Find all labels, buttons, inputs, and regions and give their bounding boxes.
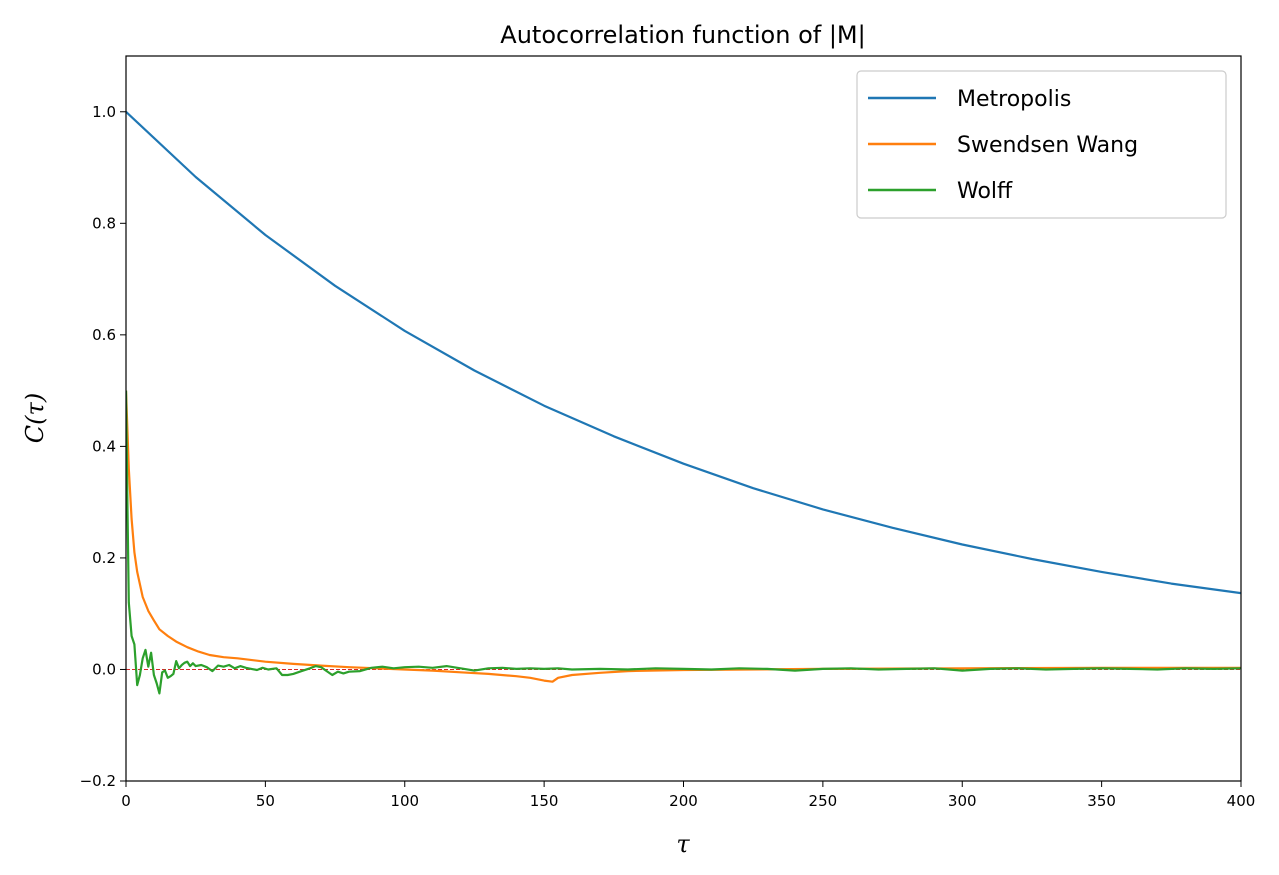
- series-line-swendsen-wang: [126, 390, 1241, 683]
- x-tick-label: 50: [256, 792, 275, 810]
- x-tick-label: 400: [1227, 792, 1256, 810]
- legend-label-metropolis: Metropolis: [957, 87, 1071, 112]
- y-tick-label: 0.0: [92, 660, 116, 678]
- y-tick-label: 1.0: [92, 103, 116, 121]
- x-tick-label: 300: [948, 792, 977, 810]
- legend-label-swendsen-wang: Swendsen Wang: [957, 133, 1138, 158]
- series-line-wolff: [126, 390, 1241, 695]
- y-tick-label: 0.8: [92, 214, 116, 232]
- y-tick-label: 0.2: [92, 549, 116, 567]
- legend-box: [856, 70, 1227, 219]
- chart-title: Autocorrelation function of |M|: [500, 21, 865, 49]
- x-axis-label: τ: [676, 830, 690, 858]
- x-tick-label: 250: [809, 792, 838, 810]
- y-tick-label: 0.4: [92, 437, 116, 455]
- series-line-metropolis: [126, 110, 1241, 595]
- y-tick-label: 0.6: [92, 326, 116, 344]
- plot-area: [126, 110, 1241, 695]
- x-tick-label: 0: [121, 792, 131, 810]
- legend-label-wolff: Wolff: [957, 179, 1013, 204]
- y-axis-label: C(τ): [21, 393, 49, 443]
- x-tick-label: 100: [390, 792, 419, 810]
- y-tick-label: −0.2: [80, 772, 116, 790]
- x-tick-label: 150: [530, 792, 559, 810]
- legend: Metropolis Swendsen Wang Wolff: [856, 70, 1227, 219]
- axes: 0 50 100 150 200 250 300 350 400 −0.2 0.0 0.2 0.4 0.6…: [80, 55, 1256, 810]
- x-tick-label: 350: [1087, 792, 1116, 810]
- x-tick-label: 200: [669, 792, 698, 810]
